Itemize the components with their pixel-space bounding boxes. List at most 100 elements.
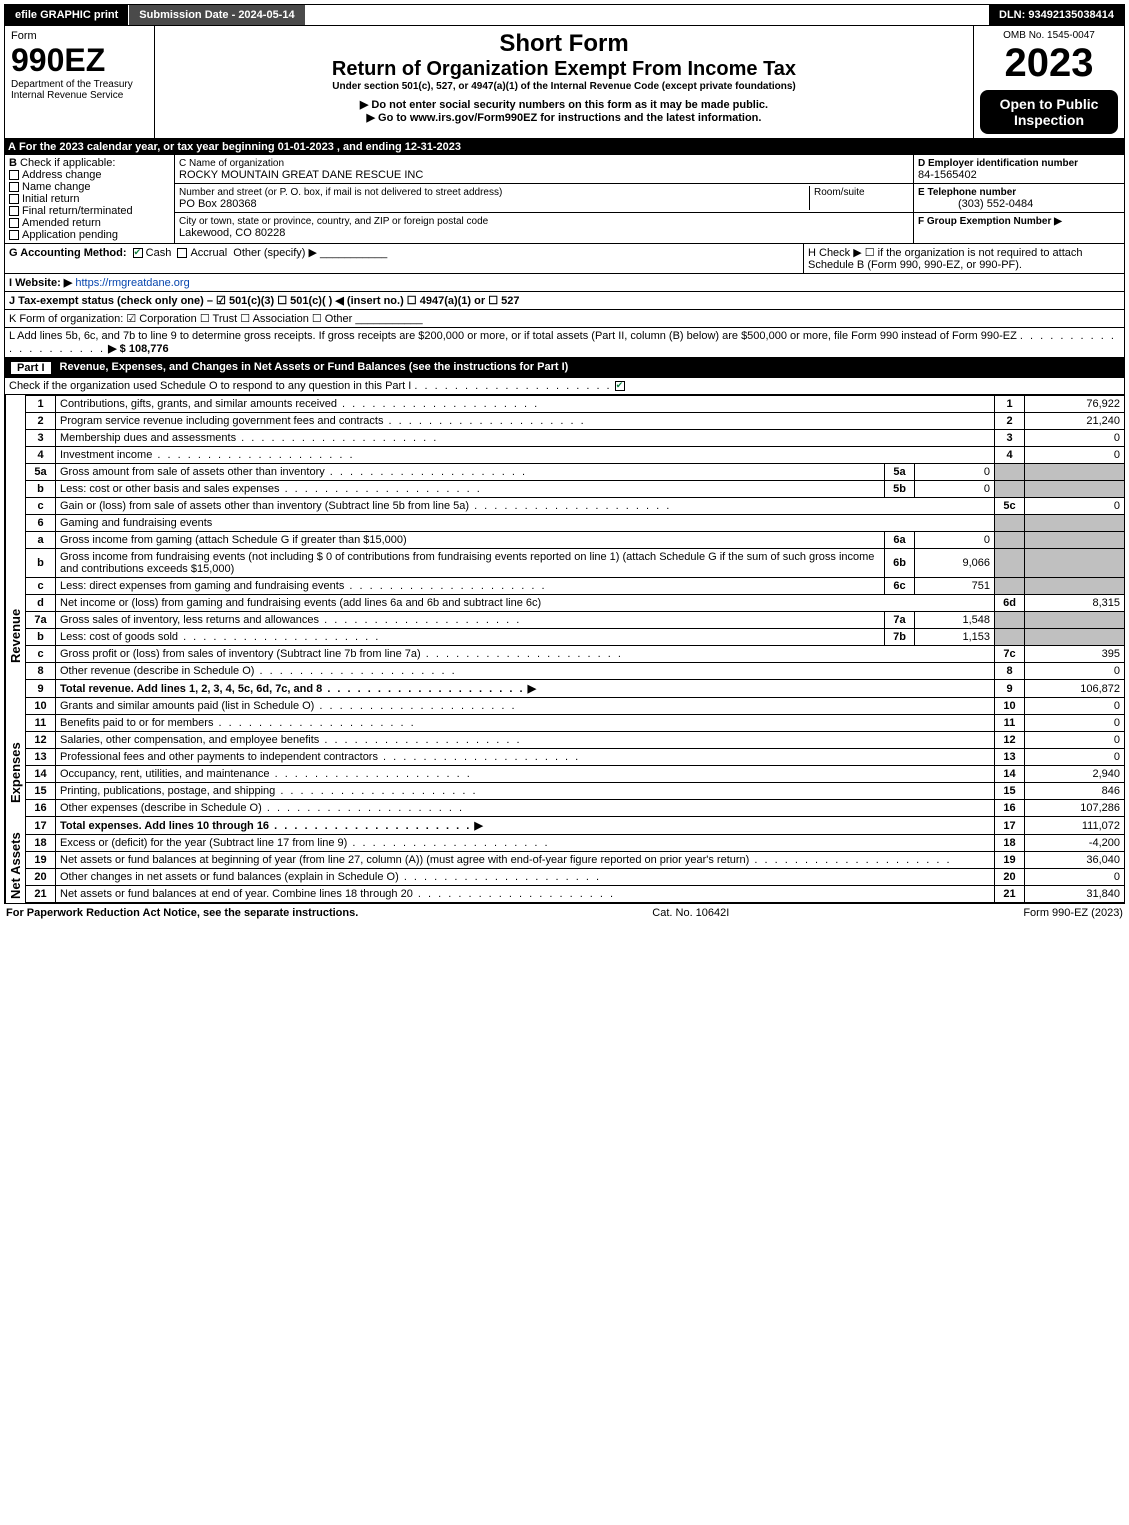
line-9-val: 106,872	[1025, 680, 1125, 698]
line-5a-desc: Gross amount from sale of assets other t…	[60, 466, 325, 478]
line-17-col: 17	[995, 817, 1025, 835]
d-label: D Employer identification number	[918, 158, 1078, 169]
goto-link[interactable]: ▶ Go to www.irs.gov/Form990EZ for instru…	[161, 111, 967, 124]
line-6d-desc: Net income or (loss) from gaming and fun…	[60, 597, 541, 609]
omb-number: OMB No. 1545-0047	[980, 30, 1118, 41]
line-7b-sub: 7b	[885, 629, 915, 646]
line-4-desc: Investment income	[60, 449, 152, 461]
c-name-label: C Name of organization	[179, 158, 284, 169]
form-number: 990EZ	[11, 42, 148, 79]
b-opt-4[interactable]: Amended return	[22, 217, 101, 229]
part-i-checkbox[interactable]	[615, 381, 625, 391]
line-2-desc: Program service revenue including govern…	[60, 415, 383, 427]
line-8-col: 8	[995, 663, 1025, 680]
line-17-desc: Total expenses. Add lines 10 through 16	[60, 820, 269, 832]
short-form-title: Short Form	[161, 30, 967, 58]
website-link[interactable]: https://rmgreatdane.org	[75, 277, 189, 289]
line-20-val: 0	[1025, 869, 1125, 886]
tax-year: 2023	[980, 41, 1118, 86]
org-info-row: B Check if applicable: Address change Na…	[4, 155, 1125, 244]
top-bar: efile GRAPHIC print Submission Date - 20…	[4, 4, 1125, 26]
line-5c-col: 5c	[995, 498, 1025, 515]
h-text: H Check ▶ ☐ if the organization is not r…	[808, 247, 1083, 271]
under-section: Under section 501(c), 527, or 4947(a)(1)…	[161, 81, 967, 92]
line-14-col: 14	[995, 766, 1025, 783]
line-7b-subval: 1,153	[915, 629, 995, 646]
part-i-header: Part I Revenue, Expenses, and Changes in…	[4, 358, 1125, 378]
line-15-desc: Printing, publications, postage, and shi…	[60, 785, 275, 797]
line-7a-subval: 1,548	[915, 612, 995, 629]
part-i-table: 1 Contributions, gifts, grants, and simil…	[25, 395, 1125, 903]
line-9-col: 9	[995, 680, 1025, 698]
line-21-col: 21	[995, 886, 1025, 903]
line-7c-val: 395	[1025, 646, 1125, 663]
line-6a-sub: 6a	[885, 532, 915, 549]
line-18-val: -4,200	[1025, 835, 1125, 852]
line-18-desc: Excess or (deficit) for the year (Subtra…	[60, 837, 347, 849]
efile-button[interactable]: efile GRAPHIC print	[5, 5, 129, 25]
footer-center: Cat. No. 10642I	[652, 907, 729, 919]
form-subtitle: Return of Organization Exempt From Incom…	[161, 58, 967, 81]
line-13-val: 0	[1025, 749, 1125, 766]
line-4-col: 4	[995, 447, 1025, 464]
telephone: (303) 552-0484	[918, 198, 1033, 210]
line-1-desc: Contributions, gifts, grants, and simila…	[60, 398, 337, 410]
b-label: Check if applicable:	[20, 157, 115, 169]
c-addr-label: Number and street (or P. O. box, if mail…	[179, 187, 502, 198]
line-6a-desc: Gross income from gaming (attach Schedul…	[60, 534, 407, 546]
g-label: G Accounting Method:	[9, 247, 127, 259]
line-3-desc: Membership dues and assessments	[60, 432, 236, 444]
line-5a-subval: 0	[915, 464, 995, 481]
line-6c-sub: 6c	[885, 578, 915, 595]
line-16-desc: Other expenses (describe in Schedule O)	[60, 802, 262, 814]
submission-date: Submission Date - 2024-05-14	[129, 5, 305, 25]
line-16-col: 16	[995, 800, 1025, 817]
line-12-col: 12	[995, 732, 1025, 749]
b-opt-0[interactable]: Address change	[22, 169, 102, 181]
line-21-desc: Net assets or fund balances at end of ye…	[60, 888, 413, 900]
line-13-col: 13	[995, 749, 1025, 766]
line-6b-sub: 6b	[885, 549, 915, 578]
footer-right: Form 990-EZ (2023)	[1023, 907, 1123, 919]
expenses-tab: Expenses	[5, 667, 25, 807]
g-other[interactable]: Other (specify) ▶	[233, 247, 317, 259]
j-text: J Tax-exempt status (check only one) – ☑…	[9, 295, 519, 307]
f-label: F Group Exemption Number ▶	[918, 216, 1062, 227]
line-6b-subval: 9,066	[915, 549, 995, 578]
line-5b-subval: 0	[915, 481, 995, 498]
line-2-col: 2	[995, 413, 1025, 430]
line-19-col: 19	[995, 852, 1025, 869]
line-8-desc: Other revenue (describe in Schedule O)	[60, 665, 254, 677]
line-11-desc: Benefits paid to or for members	[60, 717, 213, 729]
form-header: Form 990EZ Department of the Treasury In…	[4, 26, 1125, 139]
l-value: ▶ $ 108,776	[108, 343, 168, 355]
b-opt-5[interactable]: Application pending	[22, 229, 118, 241]
line-3-val: 0	[1025, 430, 1125, 447]
line-10-col: 10	[995, 698, 1025, 715]
line-5c-val: 0	[1025, 498, 1125, 515]
g-accrual[interactable]: Accrual	[190, 247, 227, 259]
dln: DLN: 93492135038414	[989, 5, 1124, 25]
line-13-desc: Professional fees and other payments to …	[60, 751, 378, 763]
line-6b-desc: Gross income from fundraising events (no…	[60, 551, 874, 575]
b-opt-3[interactable]: Final return/terminated	[22, 205, 133, 217]
line-20-col: 20	[995, 869, 1025, 886]
line-7c-col: 7c	[995, 646, 1025, 663]
i-label: I Website: ▶	[9, 277, 72, 289]
b-opt-1[interactable]: Name change	[22, 181, 91, 193]
revenue-tab: Revenue	[5, 395, 25, 667]
room-label: Room/suite	[814, 187, 865, 198]
line-19-val: 36,040	[1025, 852, 1125, 869]
b-opt-2[interactable]: Initial return	[22, 193, 79, 205]
line-21-val: 31,840	[1025, 886, 1125, 903]
part-i-title: Revenue, Expenses, and Changes in Net As…	[60, 361, 569, 375]
line-10-desc: Grants and similar amounts paid (list in…	[60, 700, 314, 712]
line-7a-desc: Gross sales of inventory, less returns a…	[60, 614, 319, 626]
line-7b-desc: Less: cost of goods sold	[60, 631, 178, 643]
g-cash[interactable]: Cash	[146, 247, 172, 259]
line-1-val: 76,922	[1025, 396, 1125, 413]
line-15-val: 846	[1025, 783, 1125, 800]
org-name: ROCKY MOUNTAIN GREAT DANE RESCUE INC	[179, 169, 423, 181]
line-1-col: 1	[995, 396, 1025, 413]
k-text: K Form of organization: ☑ Corporation ☐ …	[9, 313, 352, 325]
